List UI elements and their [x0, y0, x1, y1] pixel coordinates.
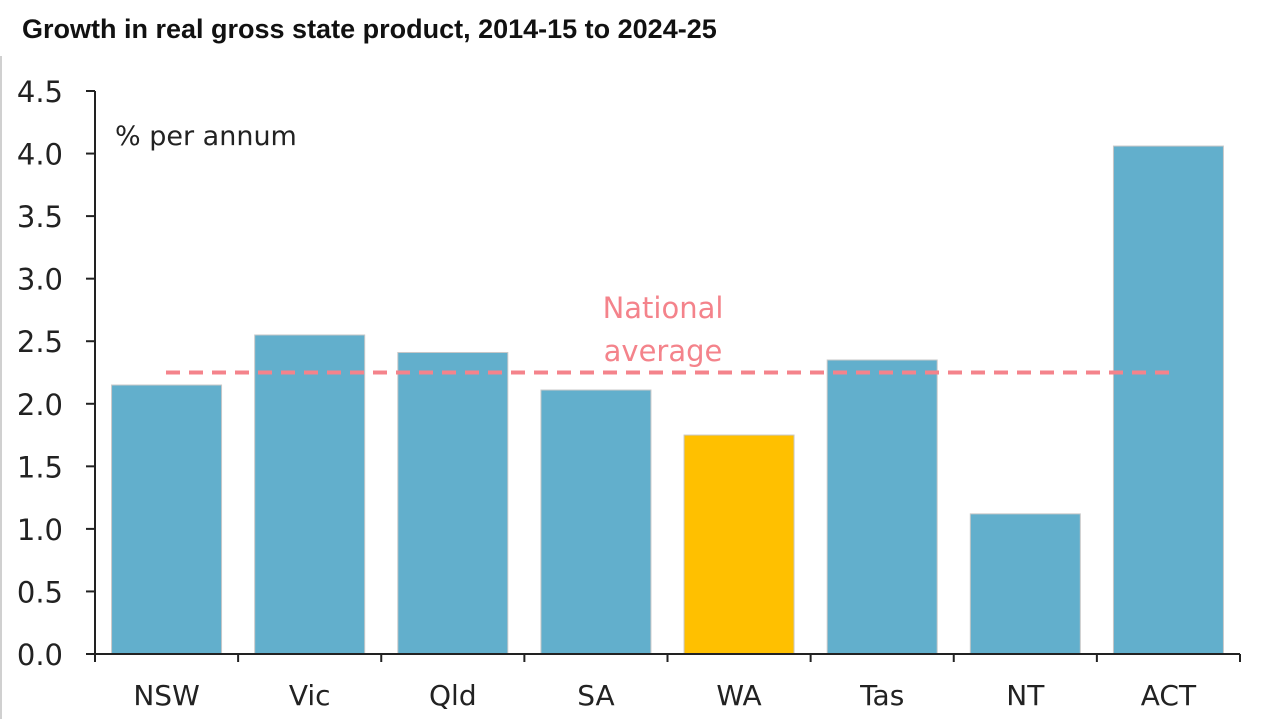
y-tick-label: 4.0 [17, 138, 63, 172]
reference-label-line2: average [604, 334, 723, 368]
x-tick-label: NT [1006, 679, 1045, 712]
left-border [0, 56, 2, 719]
bar-nt [969, 513, 1081, 655]
y-axis-unit-label: % per annum [115, 121, 297, 152]
bar-qld [397, 351, 509, 655]
y-tick-label: 1.5 [17, 450, 63, 484]
x-tick-label: Vic [289, 679, 331, 712]
bar-tas [826, 359, 938, 655]
bar-sa [540, 389, 652, 655]
x-tick-label: Qld [429, 679, 477, 712]
chart-title: Growth in real gross state product, 2014… [22, 14, 717, 44]
x-tick-label: SA [577, 679, 614, 712]
y-tick-label: 4.5 [17, 75, 63, 109]
y-tick-label: 0.0 [17, 638, 63, 672]
bar-wa [683, 434, 795, 655]
bar-vic [254, 334, 366, 655]
x-tick-label: NSW [133, 679, 199, 712]
y-tick-label: 3.5 [17, 200, 63, 234]
x-tick-label: ACT [1141, 679, 1197, 712]
y-tick-label: 1.0 [17, 513, 63, 547]
y-tick-label: 0.5 [17, 575, 63, 609]
x-tick-label: Tas [859, 679, 904, 712]
reference-label-line1: National [603, 291, 724, 325]
y-tick-label: 3.0 [17, 263, 63, 297]
bar-act [1112, 145, 1224, 655]
y-tick-label: 2.0 [17, 388, 63, 422]
x-tick-label: WA [716, 679, 761, 712]
bar-nsw [111, 384, 223, 655]
y-tick-label: 2.5 [17, 325, 63, 359]
